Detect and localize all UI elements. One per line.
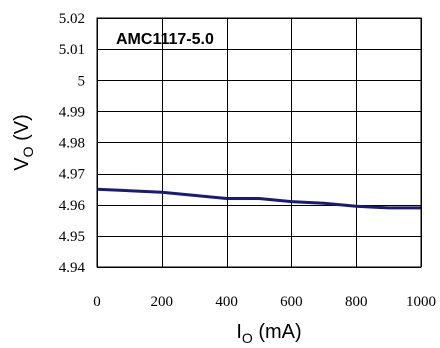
y-axis-label-unit: (V) [11,114,33,146]
x-axis-label-main: I [236,321,242,343]
x-axis-label: IO (mA) [236,321,301,346]
y-axis-label-main: V [11,157,33,171]
y-tick-label: 5.02 [59,11,85,27]
y-axis-label: VO (V) [11,114,36,170]
series-line [96,187,421,210]
y-tick-label: 5 [78,73,86,89]
series-layer [96,187,421,210]
x-tick-label: 400 [215,294,238,310]
y-axis-ticks: 4.94 4.95 4.96 4.97 4.98 4.99 5 5.01 5.02 [59,11,86,276]
chart-title: AMC1117-5.0 [116,31,214,48]
grid-lines [97,18,422,268]
x-axis-label-unit: (mA) [253,321,302,343]
y-tick-label: 4.96 [59,198,86,214]
y-tick-label: 4.98 [59,136,85,152]
x-axis-ticks: 0 200 400 600 800 1000 [93,294,436,310]
y-tick-label: 4.97 [59,167,86,183]
x-tick-label: 1000 [406,294,436,310]
y-tick-label: 5.01 [59,42,85,58]
plot-area-frame [96,17,422,268]
y-axis-label-subscript: O [20,146,36,157]
x-tick-label: 200 [151,294,174,310]
y-tick-label: 4.94 [59,260,86,276]
x-tick-label: 600 [280,294,303,310]
y-tick-label: 4.99 [59,104,85,120]
x-tick-label: 800 [345,294,368,310]
y-tick-label: 4.95 [59,229,85,245]
x-axis-label-subscript: O [242,330,253,346]
x-tick-label: 0 [93,294,101,310]
